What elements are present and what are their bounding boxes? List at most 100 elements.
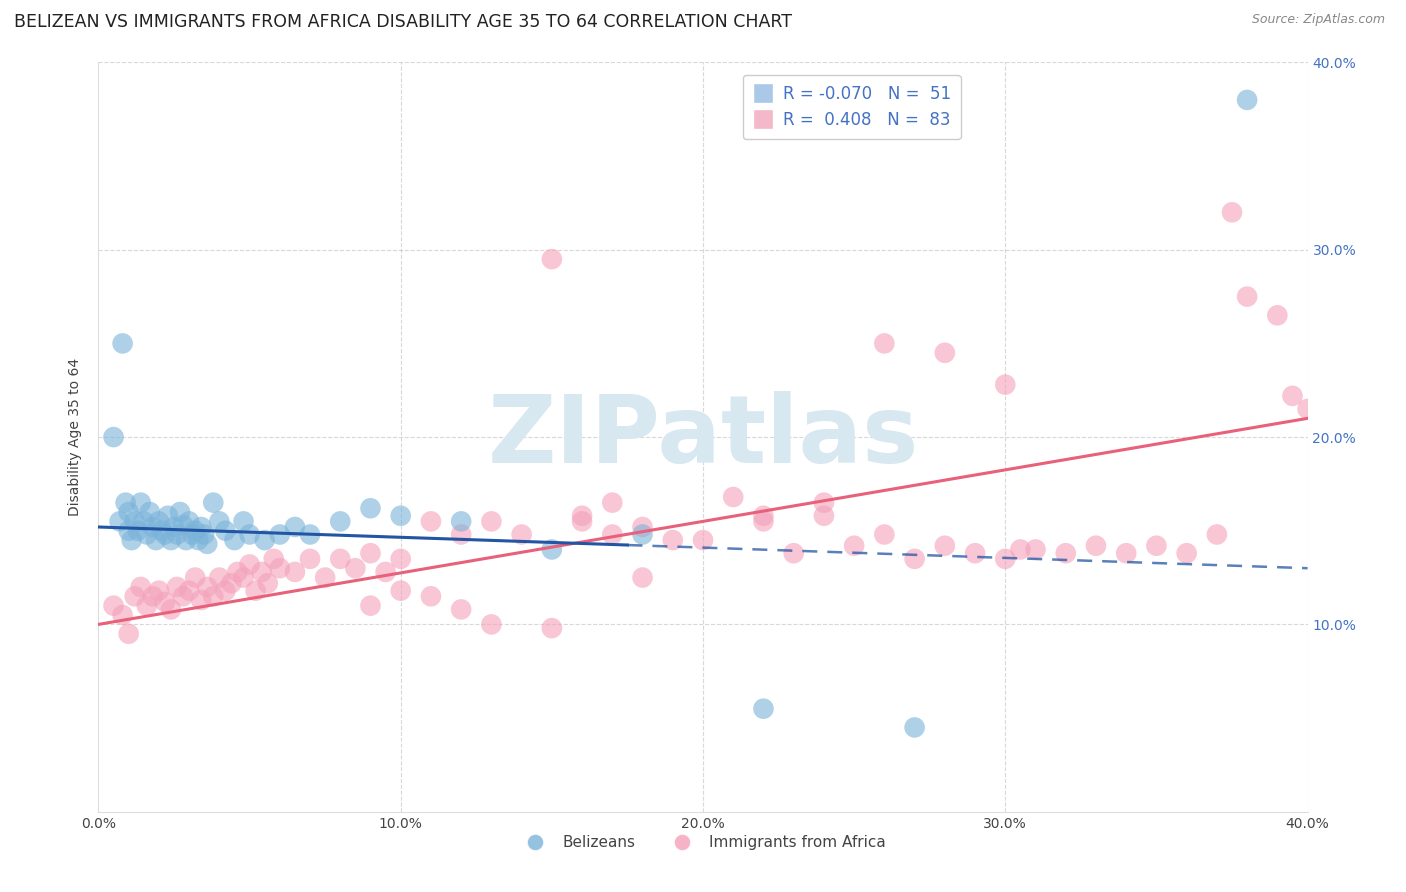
Point (602, 496, 624, 510)
Point (153, 527, 176, 541)
Point (111, 608, 134, 623)
Point (142, 520, 165, 534)
Point (540, 252, 562, 266)
Point (1236, 289, 1258, 303)
Point (1010, 542, 1032, 557)
Point (813, 508, 835, 523)
Point (420, 514, 443, 528)
Point (118, 626, 141, 640)
Point (118, 524, 141, 538)
Point (360, 546, 382, 560)
Point (1175, 546, 1198, 560)
Point (752, 508, 775, 523)
Point (193, 527, 215, 541)
Point (166, 527, 188, 541)
Point (873, 336, 896, 351)
Point (190, 593, 212, 607)
Point (108, 514, 131, 528)
Point (253, 533, 276, 547)
Point (873, 527, 896, 541)
Point (631, 520, 654, 534)
Point (139, 505, 162, 519)
Point (111, 336, 134, 351)
Point (481, 514, 503, 528)
Point (156, 508, 179, 523)
Point (181, 527, 204, 541)
Text: BELIZEAN VS IMMIGRANTS FROM AFRICA DISABILITY AGE 35 TO 64 CORRELATION CHART: BELIZEAN VS IMMIGRANTS FROM AFRICA DISAB… (14, 13, 792, 31)
Point (179, 583, 201, 598)
Point (239, 558, 262, 572)
Point (245, 583, 267, 598)
Point (208, 514, 231, 528)
Point (752, 514, 775, 528)
Text: Source: ZipAtlas.com: Source: ZipAtlas.com (1251, 13, 1385, 27)
Point (153, 595, 176, 609)
Point (631, 527, 654, 541)
Text: ZIPatlas: ZIPatlas (488, 391, 918, 483)
Legend: Belizeans, Immigrants from Africa: Belizeans, Immigrants from Africa (515, 830, 891, 856)
Point (172, 590, 194, 604)
Point (1085, 539, 1108, 553)
Point (965, 546, 987, 560)
Point (1144, 539, 1167, 553)
Point (269, 527, 291, 541)
Point (1206, 527, 1229, 541)
Point (224, 533, 246, 547)
Point (166, 580, 188, 594)
Point (114, 496, 136, 510)
Point (135, 599, 157, 613)
Point (934, 345, 956, 359)
Point (1296, 401, 1319, 416)
Point (299, 527, 322, 541)
Point (844, 539, 866, 553)
Point (420, 590, 443, 604)
Point (1236, 93, 1258, 107)
Point (692, 533, 714, 547)
Point (103, 599, 125, 613)
Point (184, 571, 207, 585)
Point (450, 527, 472, 541)
Point (389, 583, 412, 598)
Point (121, 533, 143, 547)
Point (160, 602, 183, 616)
Point (374, 565, 396, 579)
Point (510, 527, 533, 541)
Point (202, 590, 225, 604)
Point (284, 565, 307, 579)
Point (160, 533, 183, 547)
Point (752, 701, 775, 715)
Point (150, 524, 173, 538)
Point (904, 721, 927, 735)
Point (994, 551, 1017, 566)
Point (103, 430, 125, 444)
Point (284, 520, 307, 534)
Point (450, 602, 472, 616)
Point (934, 539, 956, 553)
Point (250, 565, 273, 579)
Point (481, 617, 503, 632)
Point (132, 514, 155, 528)
Point (1054, 546, 1077, 560)
Point (329, 514, 352, 528)
Point (202, 496, 225, 510)
Point (1267, 308, 1289, 322)
Point (602, 527, 624, 541)
Point (172, 518, 194, 533)
Point (299, 551, 322, 566)
Point (174, 533, 197, 547)
Point (661, 533, 683, 547)
Point (124, 514, 146, 528)
Y-axis label: Disability Age 35 to 64: Disability Age 35 to 64 (69, 358, 83, 516)
Point (145, 533, 167, 547)
Point (124, 590, 146, 604)
Point (571, 508, 593, 523)
Point (148, 514, 170, 528)
Point (179, 514, 201, 528)
Point (904, 551, 927, 566)
Point (221, 576, 243, 591)
Point (344, 561, 367, 575)
Point (214, 583, 236, 598)
Point (148, 583, 170, 598)
Point (129, 580, 152, 594)
Point (187, 533, 209, 547)
